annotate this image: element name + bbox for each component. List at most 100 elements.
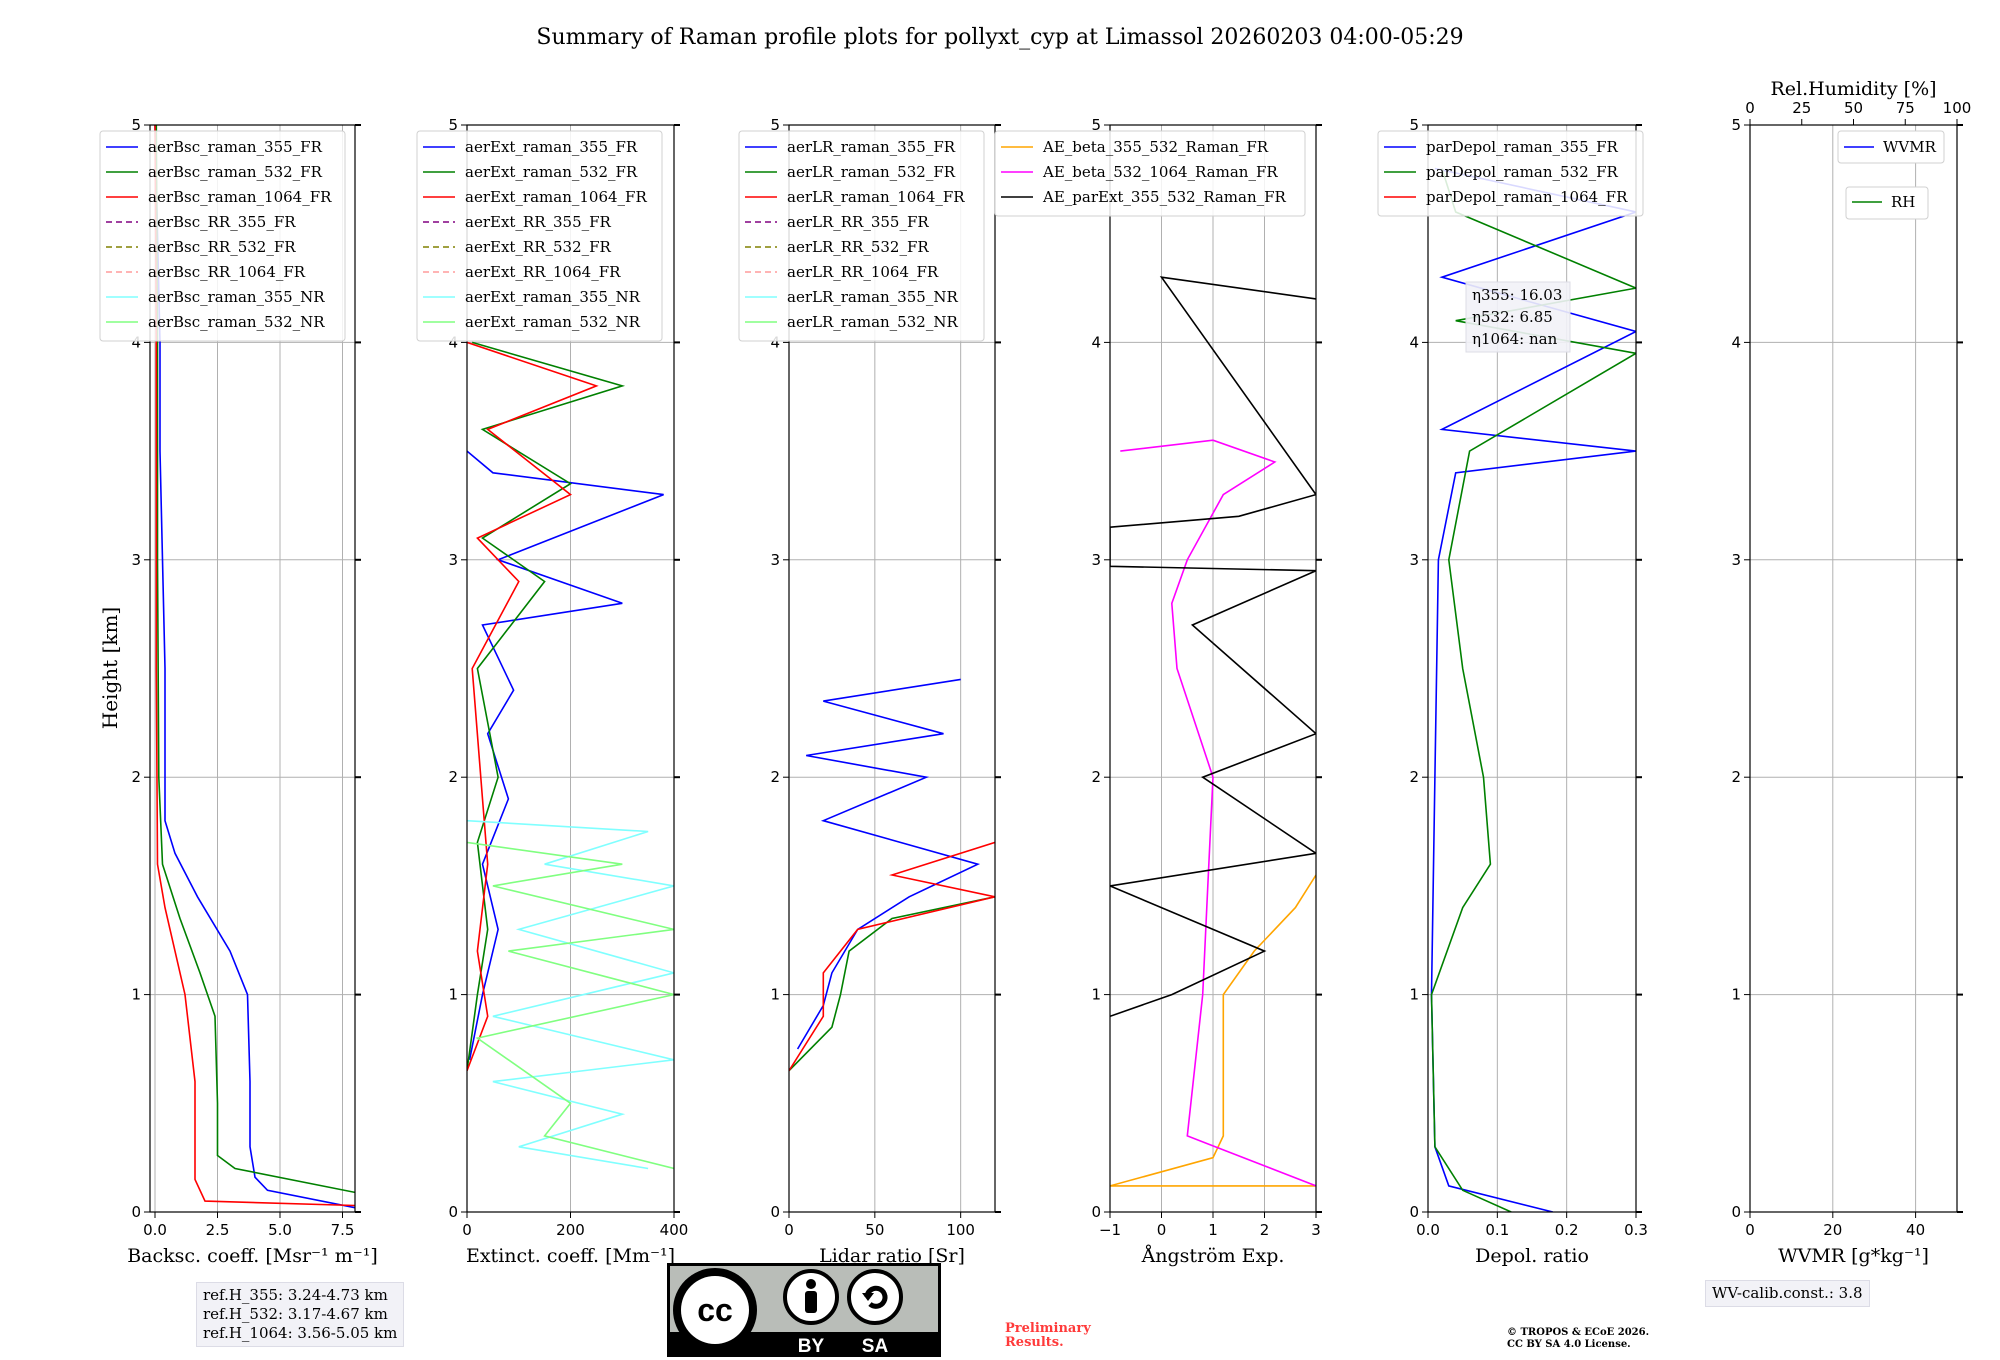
axes-frame (149, 124, 356, 1213)
y-tick-label: 0 (1731, 1203, 1741, 1221)
y-tick-label: 1 (448, 986, 458, 1004)
y-tick-label: 1 (131, 986, 141, 1004)
legend-label: AE_beta_532_1064_Raman_FR (1042, 163, 1278, 181)
series-aerLR_raman_532_FR (789, 896, 995, 1072)
x-tick-label: 20 (1823, 1221, 1842, 1239)
series-aerBsc_raman_355_FR (154, 125, 355, 1209)
x-axis-label: Depol. ratio (1475, 1245, 1589, 1267)
legend-label: aerBsc_raman_355_FR (148, 138, 323, 156)
y-tick-label: 1 (1091, 986, 1101, 1004)
top-x-tick-label: 50 (1844, 99, 1863, 117)
ref-height-532: ref.H_532: 3.17-4.67 km (203, 1305, 388, 1323)
annotation-line: η355: 16.03 (1472, 286, 1562, 304)
x-tick-label: 5.0 (268, 1221, 292, 1239)
legend: aerExt_raman_355_FR aerExt_raman_532_FRae… (416, 130, 663, 342)
y-tick-label: 2 (770, 768, 780, 786)
top-x-tick-label: 100 (1943, 99, 1972, 117)
y-tick-label: 0 (1409, 1203, 1419, 1221)
x-tick-label: 200 (556, 1221, 585, 1239)
legend-box (416, 130, 663, 342)
legend-label: aerBsc_raman_1064_FR (148, 188, 332, 206)
x-axis-label: WVMR [g*kg⁻¹] (1778, 1245, 1929, 1267)
series-aerLR_raman_355_FR (796, 678, 981, 1050)
legend-box (994, 130, 1306, 217)
legend-label: aerLR_raman_355_NR (787, 288, 958, 306)
cc-license-badge: cc BY SA (667, 1263, 941, 1357)
legend-label: RH (1891, 193, 1915, 211)
y-tick-label: 5 (131, 116, 141, 134)
y-tick-label: 0 (131, 1203, 141, 1221)
annotation-line: η532: 6.85 (1472, 308, 1553, 326)
y-tick-label: 5 (448, 116, 458, 134)
y-tick-label: 0 (448, 1203, 458, 1221)
y-tick-label: 2 (1731, 768, 1741, 786)
legend-label: aerExt_raman_532_FR (465, 163, 638, 181)
legend: aerBsc_raman_355_FR aerBsc_raman_532_FRae… (99, 130, 346, 342)
x-tick-label: 0 (1745, 1221, 1755, 1239)
depol-annotation: η355: 16.03 η532: 6.85 η1064: nan (1465, 281, 1571, 353)
legend-label: AE_parExt_355_532_Raman_FR (1042, 188, 1287, 206)
y-tick-label: 4 (131, 333, 141, 351)
x-tick-label: 0.0 (1416, 1221, 1440, 1239)
copyright-note: © TROPOS & ECoE 2026. CC BY SA 4.0 Licen… (1507, 1327, 1650, 1350)
y-axis-label: Height [km] (98, 607, 122, 729)
legend-box (1377, 130, 1644, 217)
annotation-line: η1064: nan (1472, 330, 1558, 348)
y-tick-label: 3 (131, 551, 141, 569)
legend-label: aerLR_RR_355_FR (787, 213, 929, 231)
ref-height-355: ref.H_355: 3.24-4.73 km (203, 1286, 388, 1304)
legend-label: AE_beta_355_532_Raman_FR (1042, 138, 1269, 156)
y-tick-label: 3 (448, 551, 458, 569)
panel-depol: 0 1 2 3 4 5 0.0 0.1 0.2 0.3 Depol. ratio parDepol_r… (1377, 116, 1648, 1267)
cc-logo-text: cc (697, 1292, 733, 1328)
y-tick-label: 5 (1091, 116, 1101, 134)
series-aerBsc_raman_532_FR (155, 125, 355, 1194)
x-axis-label: Lidar ratio [Sr] (819, 1245, 965, 1267)
y-tick-label: 2 (131, 768, 141, 786)
legend-box (1837, 130, 1945, 164)
series-AE_parExt_355_532_Raman_FR (1110, 276, 1316, 1018)
x-tick-label: 2 (1260, 1221, 1270, 1239)
legend-label: parDepol_raman_532_FR (1426, 163, 1619, 181)
x-tick-label: 2.5 (206, 1221, 230, 1239)
legend-label: aerLR_raman_532_FR (787, 163, 956, 181)
legend-label: aerExt_raman_355_NR (465, 288, 641, 306)
y-tick-label: 3 (770, 551, 780, 569)
y-tick-label: 3 (1409, 551, 1419, 569)
axes-frame (1749, 124, 1958, 1213)
legend-label: aerExt_raman_532_NR (465, 313, 641, 331)
legend-box (1845, 186, 1929, 220)
y-tick-label: 5 (1409, 116, 1419, 134)
x-tick-label: −1 (1099, 1221, 1121, 1239)
panel-bsc: 0 1 2 3 4 5 0.0 2.5 5.0 7.5 Backsc. coeff. [Msr⁻¹ … (98, 116, 378, 1267)
legend-label: aerLR_RR_1064_FR (787, 263, 939, 281)
series-aerExt_raman_1064_FR (467, 341, 599, 1071)
series-aerExt_raman_532_NR (467, 841, 674, 1170)
by-label: BY (798, 1336, 825, 1357)
series-aerExt_raman_355_NR (467, 819, 674, 1170)
axes-frame (788, 124, 996, 1213)
legend: parDepol_raman_355_FR parDepol_raman_532_… (1377, 130, 1644, 217)
x-tick-label: 0 (784, 1221, 794, 1239)
y-tick-label: 2 (448, 768, 458, 786)
x-axis-label: Ångström Exp. (1141, 1245, 1285, 1267)
ref-height-1064: ref.H_1064: 3.56-5.05 km (203, 1324, 398, 1342)
legend-label: aerLR_RR_532_FR (787, 238, 929, 256)
y-tick-label: 5 (770, 116, 780, 134)
y-tick-label: 4 (448, 333, 458, 351)
annotation-box (1465, 281, 1571, 353)
top-x-tick-label: 25 (1792, 99, 1811, 117)
x-tick-label: 3 (1311, 1221, 1321, 1239)
y-tick-label: 4 (1731, 333, 1741, 351)
legend-wvmr: WVMR (1837, 130, 1945, 164)
y-tick-label: 4 (770, 333, 780, 351)
x-tick-label: 0.1 (1485, 1221, 1509, 1239)
legend-label: aerExt_raman_1064_FR (465, 188, 647, 206)
series-parDepol_raman_532_FR (1430, 168, 1636, 1212)
top-x-tick-label: 75 (1896, 99, 1915, 117)
y-tick-label: 1 (770, 986, 780, 1004)
cc-circle (681, 1276, 749, 1344)
legend-label: aerBsc_raman_532_NR (148, 313, 325, 331)
y-tick-label: 4 (1091, 333, 1101, 351)
